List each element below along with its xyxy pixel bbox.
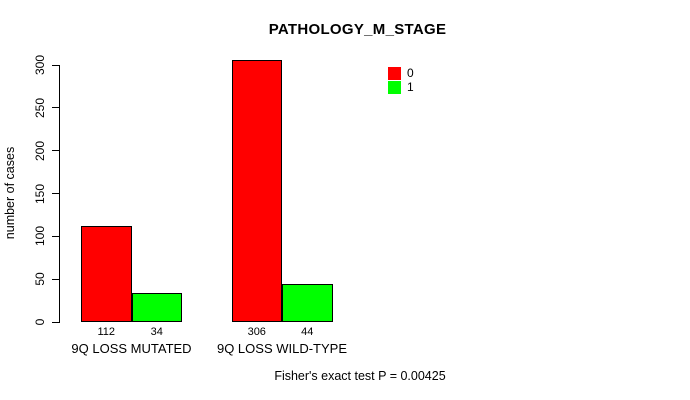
bar-value-label: 306 [247, 326, 266, 338]
legend-item: 0 [388, 66, 414, 80]
y-tick-label: 100 [33, 226, 47, 247]
y-tick-label: 0 [33, 318, 47, 326]
y-tick [52, 64, 59, 66]
bar-value-label: 34 [150, 326, 163, 338]
y-axis-title: number of cases [3, 146, 17, 240]
y-tick-label: 50 [33, 272, 47, 286]
y-tick-label: 250 [33, 97, 47, 118]
category-label: 9Q LOSS MUTATED [71, 341, 192, 356]
y-tick-label: 200 [33, 140, 47, 161]
category-label: 9Q LOSS WILD-TYPE [216, 341, 348, 356]
legend-label: 0 [407, 65, 414, 80]
bar-group1-series-0 [81, 226, 132, 322]
y-tick [52, 107, 59, 109]
bar-value-label: 112 [97, 326, 116, 338]
legend-swatch [388, 80, 401, 94]
y-tick-label: 150 [33, 183, 47, 204]
annotation-text: Fisher's exact test P = 0.00425 [274, 369, 446, 383]
y-tick [52, 278, 59, 280]
y-tick [52, 150, 59, 152]
legend-swatch [388, 66, 401, 80]
legend-item: 1 [388, 80, 414, 94]
y-tick [52, 193, 59, 194]
y-tick [52, 235, 59, 237]
bar-group1-series-1 [131, 292, 182, 322]
y-axis-line [59, 65, 60, 323]
bar-value-label: 44 [301, 326, 314, 338]
bar-group2-series-1 [282, 284, 333, 322]
y-tick-label: 300 [33, 54, 47, 76]
y-tick [52, 321, 59, 323]
legend-label: 1 [407, 79, 414, 94]
chart-title: PATHOLOGY_M_STAGE [268, 21, 447, 38]
bar-group2-series-0 [231, 59, 282, 322]
